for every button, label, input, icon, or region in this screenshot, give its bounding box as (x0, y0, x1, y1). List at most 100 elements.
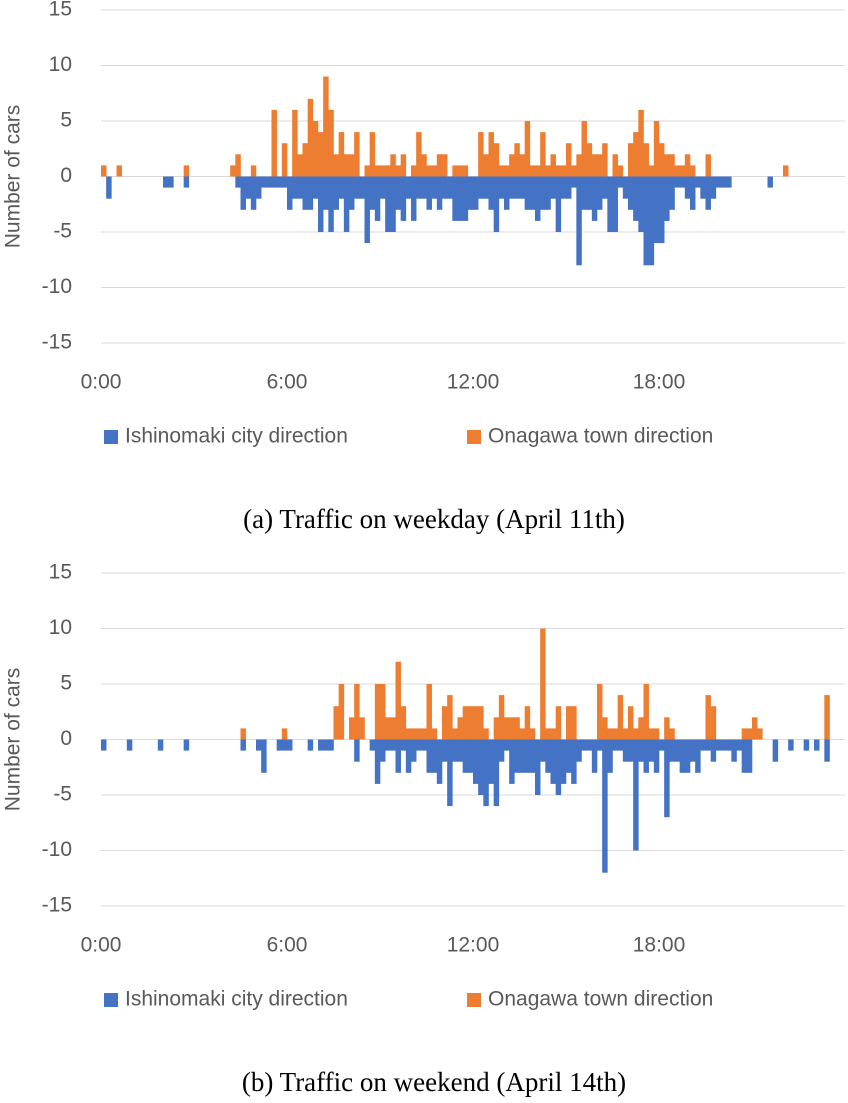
bar (483, 154, 489, 177)
bar (550, 728, 556, 740)
bar (607, 739, 613, 773)
bar (509, 717, 515, 740)
bar (545, 165, 551, 177)
bar (555, 706, 562, 740)
bar (183, 176, 190, 188)
bar (442, 154, 448, 177)
bar (524, 121, 531, 177)
bar (380, 684, 386, 740)
y-tick-label: 0 (60, 727, 72, 750)
x-tick-label: 6:00 (267, 371, 308, 394)
bar (560, 165, 567, 177)
bar (803, 739, 810, 751)
y-tick-label: -15 (42, 894, 72, 917)
bar (524, 706, 531, 740)
bar (715, 739, 722, 751)
bar (509, 154, 515, 177)
bar (364, 176, 370, 244)
bar (814, 739, 820, 751)
bar (690, 739, 696, 762)
y-tick-label: 15 (49, 561, 72, 584)
bar (664, 717, 670, 740)
bar (690, 165, 696, 177)
bar (700, 739, 706, 751)
y-tick-label: 10 (49, 616, 72, 639)
bar (545, 728, 551, 740)
bar (628, 706, 634, 740)
bar (447, 695, 453, 740)
bar (447, 739, 453, 807)
bar (462, 706, 469, 740)
bar (679, 739, 686, 773)
bar (498, 739, 505, 762)
bar (297, 176, 303, 199)
bar (235, 154, 241, 177)
bar (333, 706, 339, 740)
bar (442, 706, 448, 740)
bar (452, 728, 458, 740)
bar (602, 143, 608, 177)
bar (343, 176, 350, 232)
bar (560, 176, 567, 199)
bar (705, 154, 711, 177)
bar (478, 176, 484, 199)
bar (540, 176, 546, 210)
bar (411, 739, 417, 762)
bar (529, 176, 536, 210)
bar (452, 739, 458, 762)
bar (478, 706, 484, 740)
bar (746, 728, 753, 740)
bar (617, 739, 624, 751)
bar (597, 154, 603, 177)
bar (380, 165, 386, 177)
bar (421, 176, 427, 199)
bar (617, 176, 624, 188)
bar (710, 706, 717, 740)
x-tick-label: 18:00 (633, 371, 686, 394)
bar (447, 176, 453, 199)
bar (369, 176, 376, 210)
bar (400, 706, 407, 740)
bar (612, 176, 618, 232)
bar (514, 717, 520, 740)
bar (245, 176, 252, 199)
bar (374, 739, 381, 784)
bar (664, 176, 670, 221)
bar (622, 728, 629, 740)
bar (395, 739, 401, 773)
y-tick-label: 0 (60, 164, 72, 187)
legend-label: Ishinomaki city direction (125, 425, 348, 448)
bar (736, 739, 742, 751)
bar (380, 739, 386, 762)
bar (338, 176, 345, 199)
bar (426, 165, 432, 177)
bar (514, 176, 520, 199)
bar (400, 154, 407, 177)
bar (390, 176, 396, 232)
bar (586, 143, 593, 177)
bar (571, 739, 577, 784)
bar (452, 165, 458, 177)
bar (566, 143, 572, 177)
bar (710, 176, 717, 199)
bar (783, 165, 789, 177)
bar (659, 143, 665, 177)
bar (581, 121, 587, 177)
bar (504, 165, 510, 177)
bar (700, 176, 706, 199)
bar (772, 739, 779, 762)
bar (643, 684, 649, 740)
bar (250, 165, 257, 177)
bar (684, 154, 691, 177)
bar (457, 739, 463, 762)
bar (431, 165, 438, 177)
bar (488, 176, 494, 210)
bar (287, 176, 293, 210)
bar (431, 176, 438, 199)
bar (374, 165, 381, 177)
bar (183, 739, 190, 751)
bar (684, 176, 691, 199)
bar (504, 176, 510, 210)
bar (333, 176, 339, 210)
bar (328, 739, 334, 751)
